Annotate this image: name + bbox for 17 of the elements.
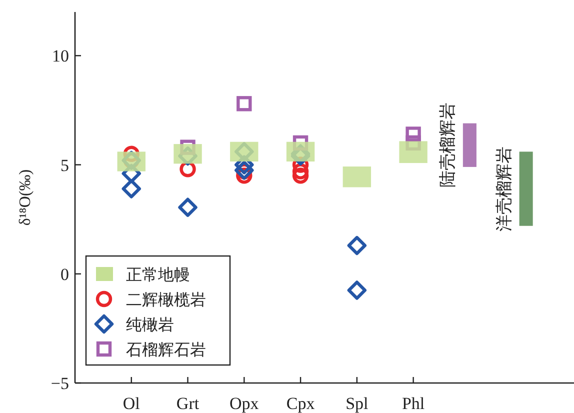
y-tick-label: 5 — [60, 156, 69, 175]
x-tick-label: Opx — [230, 394, 260, 413]
series-陆壳榴辉岩: 陆壳榴辉岩 — [438, 102, 476, 188]
y-tick-label: 0 — [60, 264, 69, 284]
legend-label: 正常地幔 — [126, 266, 190, 284]
y-axis-title: δ¹⁸O(‰) — [17, 169, 34, 226]
x-tick-label: Cpx — [286, 394, 316, 413]
series-洋壳榴辉岩: 洋壳榴辉岩 — [494, 146, 533, 232]
x-tick-label: Grt — [176, 394, 200, 413]
legend-label: 纯橄岩 — [126, 316, 174, 334]
x-tick-label: Phl — [402, 394, 425, 413]
x-tick-label: Ol — [122, 394, 140, 413]
legend-label: 石榴辉石岩 — [126, 341, 206, 359]
y-tick-label: −5 — [50, 374, 69, 393]
y-tick-label: 10 — [52, 46, 69, 66]
legend-label: 二辉橄榄岩 — [126, 291, 206, 309]
x-tick-label: Spl — [346, 394, 369, 413]
